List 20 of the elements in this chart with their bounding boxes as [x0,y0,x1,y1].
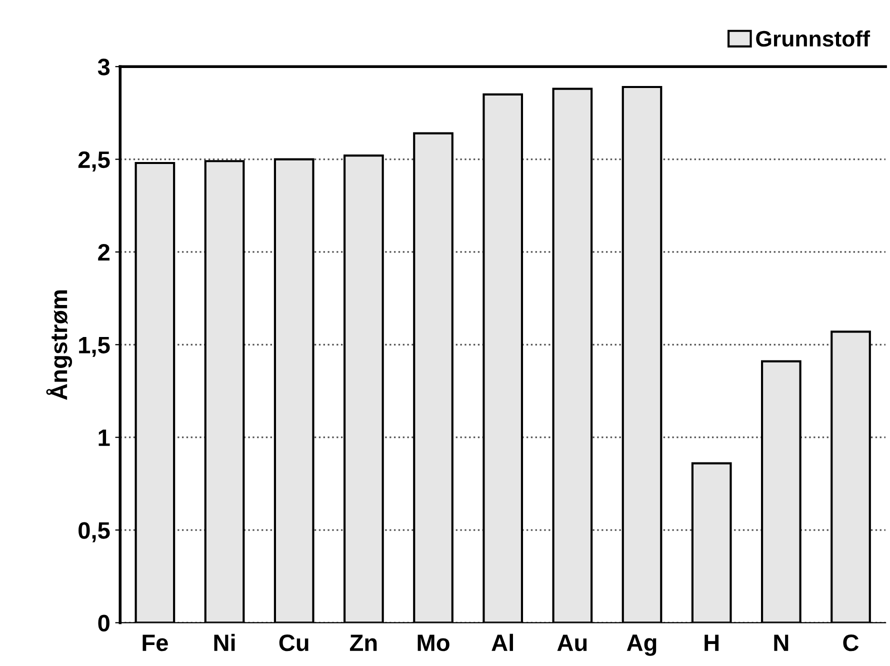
x-tick-label: Al [492,634,513,651]
y-tick-label: 3 [98,58,110,76]
y-tick-label: 0 [98,614,110,632]
legend-label: Grunnstoff [756,30,870,47]
x-tick-label: C [843,634,859,652]
x-tick-label: Ni [214,634,235,651]
y-tick-label: 1,5 [79,336,110,357]
y-tick-label: 1 [98,430,110,446]
y-axis-title: Ångstrøm [46,290,72,400]
x-tick-label: Au [557,634,587,652]
x-tick-label: Ag [626,634,656,656]
y-tick-label: 2,5 [78,151,110,172]
x-tick-label: H [704,634,719,651]
x-tick-label: Fe [142,634,168,652]
x-tick-label: Cu [279,634,308,652]
y-tick-label: 2 [98,244,110,261]
x-tick-label: N [774,634,788,651]
x-tick-label: Zn [350,634,377,651]
x-tick-label: Mo [418,634,450,652]
y-tick-label: 0,5 [78,522,110,542]
